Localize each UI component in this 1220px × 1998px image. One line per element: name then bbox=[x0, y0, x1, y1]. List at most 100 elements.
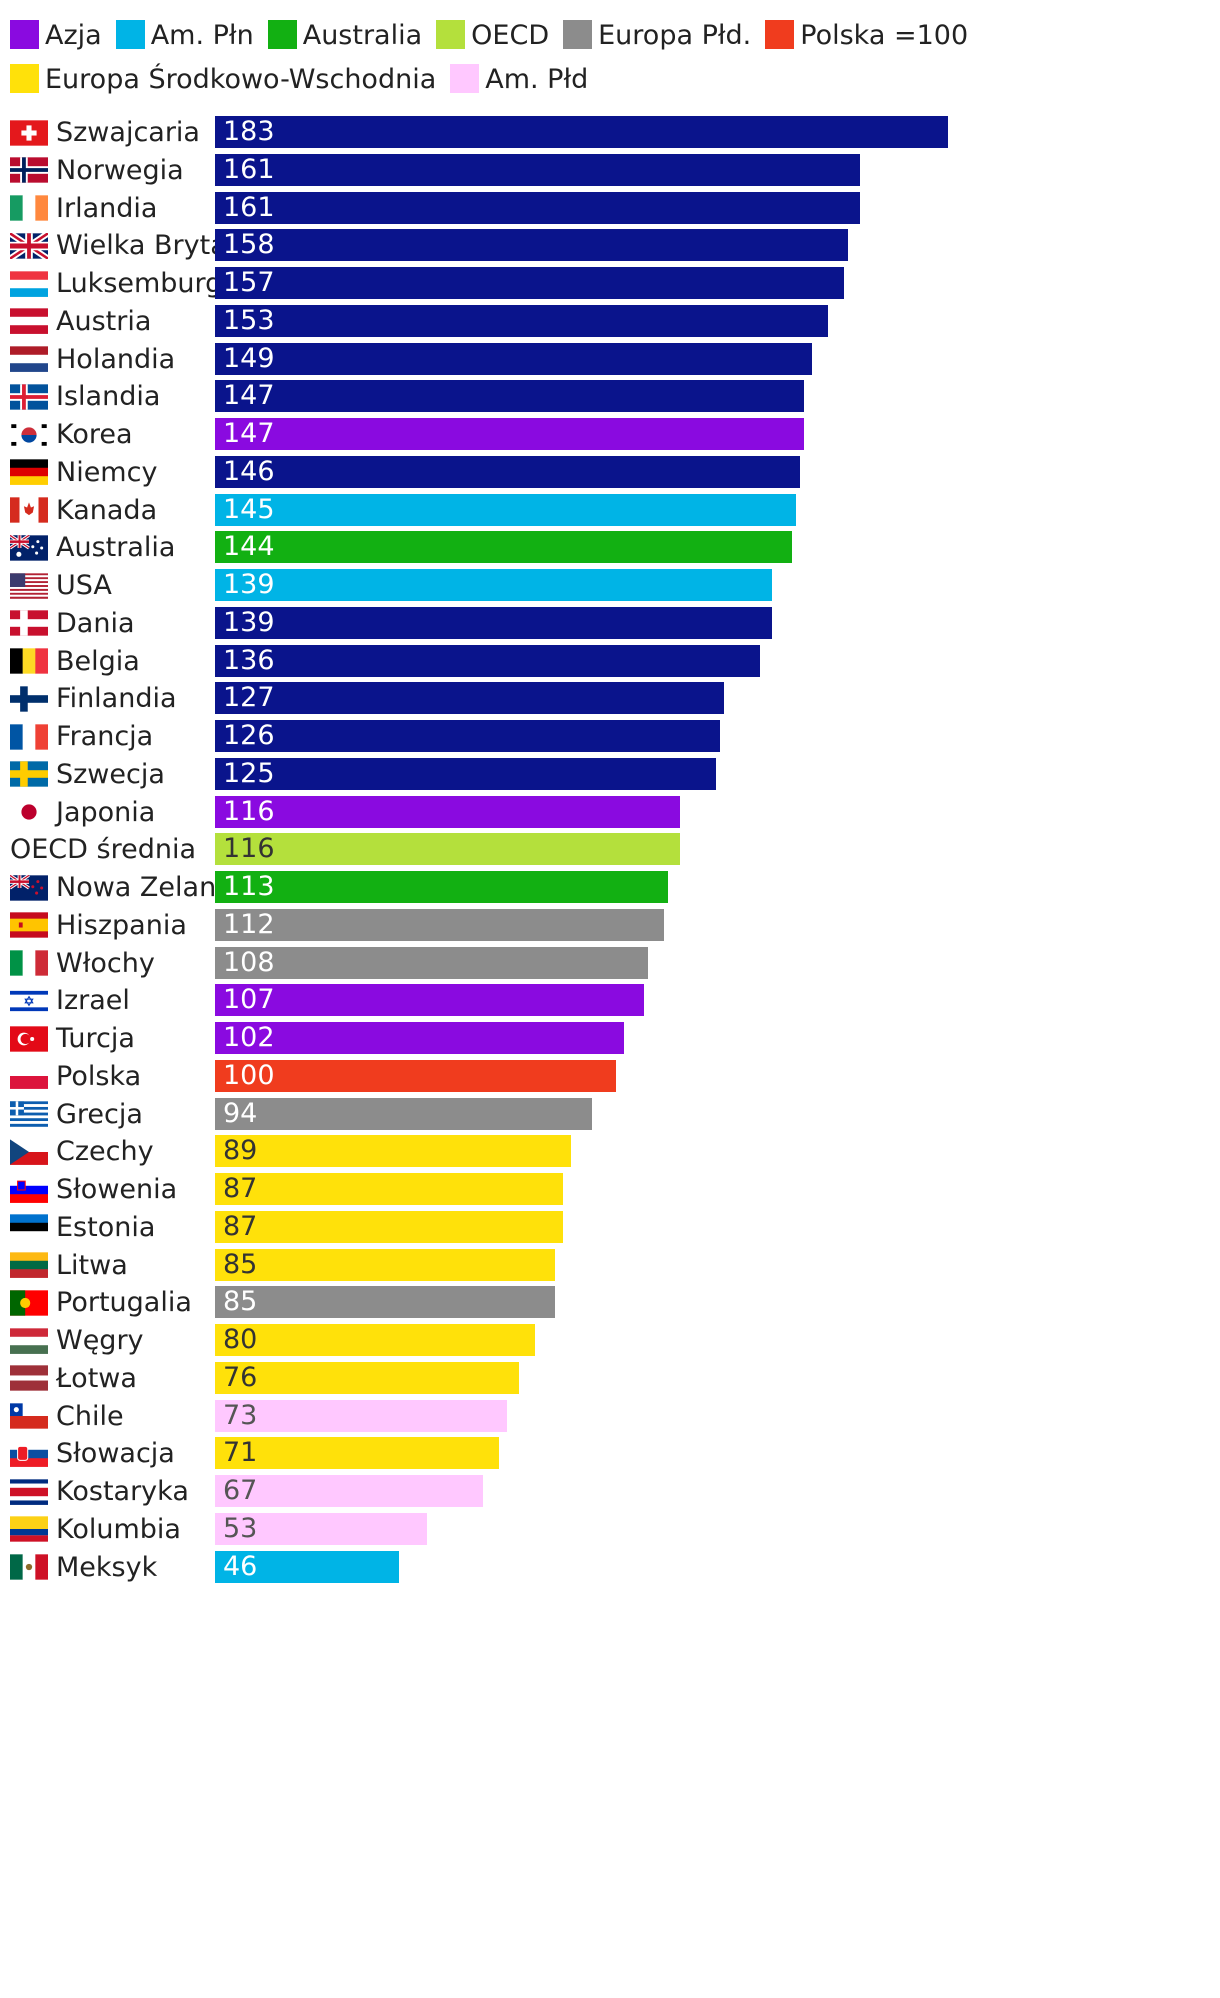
bar-value-label: 139 bbox=[223, 569, 275, 600]
legend-item: Australia bbox=[267, 14, 423, 58]
bar-value-label: 125 bbox=[223, 757, 275, 789]
category-name: Meksyk bbox=[56, 1551, 158, 1583]
legend-swatch bbox=[10, 64, 39, 93]
bar bbox=[215, 1059, 616, 1092]
category-label: Niemcy bbox=[10, 452, 157, 493]
bar-value-label: 183 bbox=[223, 116, 275, 147]
bar-value-label: 94 bbox=[223, 1097, 258, 1129]
category-name: Estonia bbox=[56, 1211, 156, 1243]
flag-icon bbox=[10, 384, 48, 410]
legend-label: Europa Płd. bbox=[598, 20, 752, 51]
bar bbox=[215, 455, 800, 488]
category-name: Francja bbox=[56, 721, 154, 752]
bar bbox=[215, 757, 716, 790]
category-label: USA bbox=[10, 565, 112, 606]
flag-icon bbox=[10, 950, 48, 976]
flag-icon bbox=[10, 610, 48, 636]
flag-icon bbox=[10, 1554, 48, 1580]
bar-value-label: 126 bbox=[223, 720, 275, 751]
bar-value-label: 136 bbox=[223, 644, 275, 676]
category-name: Belgia bbox=[56, 645, 140, 677]
category-name: Kolumbia bbox=[56, 1513, 181, 1545]
category-label: Portugalia bbox=[10, 1282, 192, 1323]
category-label: Estonia bbox=[10, 1207, 155, 1248]
legend-swatch bbox=[10, 20, 39, 49]
category-name: Finlandia bbox=[56, 683, 177, 715]
flag-icon bbox=[10, 1327, 48, 1354]
legend: Azja Am. Płn Australia OECD Europa Płd. Polsk… bbox=[10, 14, 1110, 102]
legend-swatch bbox=[765, 20, 795, 49]
bar bbox=[215, 795, 680, 828]
bar bbox=[215, 682, 724, 715]
category-name: Norwegia bbox=[56, 154, 184, 186]
bar-value-label: 85 bbox=[223, 1286, 258, 1318]
legend-item: Am. Płd bbox=[450, 58, 588, 102]
legend-item: Europa Środkowo-Wschodnia bbox=[10, 58, 436, 102]
category-label: Belgia bbox=[10, 641, 140, 682]
bar bbox=[215, 116, 948, 148]
category-label: Hiszpania bbox=[10, 905, 187, 946]
bar-value-label: 147 bbox=[223, 418, 275, 449]
category-name: Litwa bbox=[56, 1249, 128, 1281]
category-label: Korea bbox=[10, 414, 133, 455]
flag-icon bbox=[10, 761, 48, 787]
bar bbox=[215, 908, 664, 941]
category-name: Słowenia bbox=[56, 1174, 178, 1205]
bar bbox=[215, 1135, 572, 1168]
bar-value-label: 53 bbox=[223, 1512, 258, 1544]
flag-icon bbox=[10, 459, 48, 486]
bar-value-label: 116 bbox=[223, 795, 275, 827]
bar bbox=[215, 569, 772, 601]
category-name: Irlandia bbox=[56, 192, 158, 224]
bar-value-label: 139 bbox=[223, 606, 275, 638]
category-label: Kolumbia bbox=[10, 1509, 181, 1550]
bar-value-label: 116 bbox=[223, 833, 275, 865]
flag-icon bbox=[10, 799, 48, 825]
legend-item: Am. Płn bbox=[115, 14, 254, 58]
category-name: Łotwa bbox=[56, 1362, 137, 1394]
bar-value-label: 161 bbox=[223, 153, 275, 185]
category-name: Japonia bbox=[56, 796, 156, 828]
category-name: Szwajcaria bbox=[56, 117, 200, 148]
category-name: Turcja bbox=[56, 1023, 135, 1054]
flag-icon bbox=[10, 1478, 48, 1505]
category-label: Kanada bbox=[10, 490, 157, 531]
flag-icon bbox=[10, 308, 48, 335]
category-name: Australia bbox=[56, 532, 176, 564]
bar bbox=[215, 1437, 500, 1470]
flag-icon bbox=[10, 346, 48, 372]
bar-chart: Szwajcaria 183 Norwegia 161 Irlandia 161 Wielk… bbox=[0, 116, 1220, 1998]
legend-label: OECD bbox=[471, 20, 550, 51]
category-name: Polska bbox=[56, 1060, 142, 1092]
bar bbox=[215, 1361, 520, 1394]
bar-value-label: 108 bbox=[223, 946, 275, 978]
bar bbox=[215, 304, 828, 337]
category-name: Czechy bbox=[56, 1136, 154, 1168]
flag-icon bbox=[10, 1214, 48, 1241]
legend-item: Polska =100 bbox=[765, 14, 968, 58]
bar bbox=[215, 418, 804, 450]
category-name: Korea bbox=[56, 419, 133, 450]
bar-value-label: 153 bbox=[223, 304, 275, 336]
flag-icon bbox=[10, 723, 48, 750]
bar bbox=[215, 1399, 508, 1432]
category-label: Litwa bbox=[10, 1245, 128, 1286]
category-name: Niemcy bbox=[56, 456, 158, 488]
category-label: Turcja bbox=[10, 1018, 135, 1059]
bar bbox=[215, 1512, 428, 1545]
category-name: Austria bbox=[56, 305, 152, 337]
bar-value-label: 46 bbox=[223, 1550, 258, 1582]
bar bbox=[215, 1210, 564, 1243]
bar-value-label: 71 bbox=[223, 1437, 258, 1469]
category-label: Włochy bbox=[10, 943, 155, 984]
bar bbox=[215, 606, 772, 639]
bar-value-label: 102 bbox=[223, 1022, 275, 1053]
bar-value-label: 100 bbox=[223, 1059, 275, 1091]
bar-value-label: 89 bbox=[223, 1135, 258, 1167]
bar-value-label: 67 bbox=[223, 1475, 258, 1506]
category-label: Meksyk bbox=[10, 1547, 157, 1588]
legend-label: Australia bbox=[302, 20, 423, 51]
category-label: Grecja bbox=[10, 1094, 143, 1135]
bar bbox=[215, 1475, 484, 1507]
bar-value-label: 144 bbox=[223, 531, 275, 563]
